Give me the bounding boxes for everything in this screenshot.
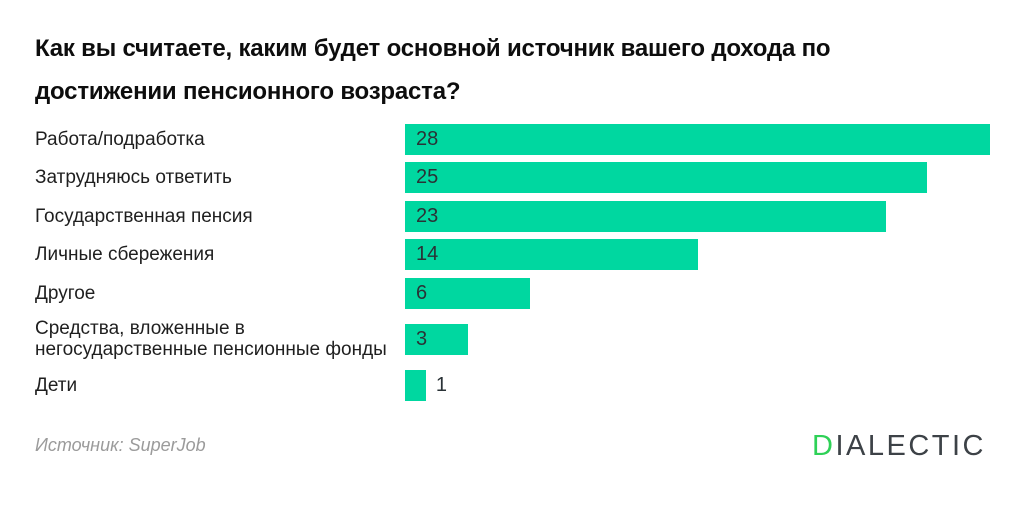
bar-track: 14: [405, 239, 990, 271]
bar-row: Государственная пенсия 23: [35, 197, 990, 236]
value-label: 25: [416, 166, 439, 189]
bar: 14: [405, 239, 698, 271]
category-label: Работа/подработка: [35, 128, 205, 150]
category-label: Личные сбережения: [35, 244, 215, 266]
chart-title-line-1: Как вы считаете, каким будет основной ис…: [35, 35, 831, 62]
bar-track: 1: [405, 370, 990, 401]
category-label: Государственная пенсия: [35, 205, 253, 227]
bar: 23: [405, 200, 886, 232]
value-label: 23: [416, 204, 439, 227]
bar-track: 25: [405, 162, 990, 194]
value-label: 28: [416, 127, 439, 150]
logo-letter-d: D: [812, 430, 836, 462]
bar-row: Затрудняюсь ответить 25: [35, 159, 990, 198]
bar-row: Другое 6: [35, 274, 990, 313]
bar: 28: [405, 123, 990, 155]
bar-track: 23: [405, 200, 990, 232]
chart-title: Как вы считаете, каким будет основной ис…: [35, 27, 935, 113]
logo-rest: IALECTIC: [835, 430, 986, 462]
bar: 3: [405, 323, 468, 355]
bar: 6: [405, 277, 531, 309]
category-label: Средства, вложенные в негосударственные п…: [35, 318, 387, 360]
bar-track: 6: [405, 277, 990, 309]
value-label: 3: [416, 327, 428, 350]
bar: [405, 370, 426, 401]
bar-row: Дети 1: [35, 366, 990, 406]
category-label: Другое: [35, 282, 96, 304]
bar: 25: [405, 162, 928, 194]
source-caption: Источник: SuperJob: [35, 435, 206, 455]
category-label: Дети: [35, 375, 78, 396]
bar-track: 28: [405, 123, 990, 155]
bar-row: Личные сбережения 14: [35, 236, 990, 275]
category-label: Затрудняюсь ответить: [35, 167, 232, 189]
value-label: 6: [416, 281, 428, 304]
value-label: 14: [416, 243, 439, 266]
bar-track: 3: [405, 323, 990, 355]
dialectic-logo: DIALECTIC: [812, 430, 986, 463]
bar-row: Средства, вложенные в негосударственные п…: [35, 313, 990, 366]
value-label: 1: [435, 374, 448, 396]
chart-title-line-2: достижении пенсионного возраста?: [35, 78, 461, 105]
bar-chart: Работа/подработка 28 Затрудняюсь ответить 2…: [35, 120, 990, 406]
bar-row: Работа/подработка 28: [35, 120, 990, 159]
